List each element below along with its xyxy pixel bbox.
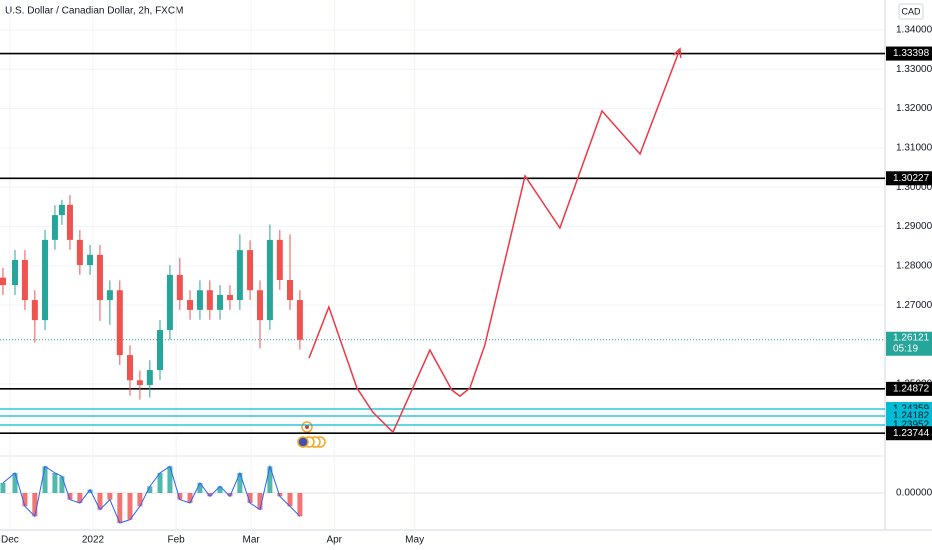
osc-bar	[227, 493, 233, 497]
x-tick-label: Dec	[1, 535, 19, 546]
osc-bar	[117, 493, 123, 523]
osc-bar	[287, 493, 293, 507]
osc-bar	[0, 483, 6, 493]
candle-body	[157, 329, 164, 371]
osc-bar	[187, 493, 193, 503]
osc-bar	[12, 473, 18, 493]
candle-body	[76, 239, 83, 266]
candle-body	[196, 290, 203, 310]
level-label: 1.33398	[893, 48, 930, 59]
candle-body	[256, 290, 263, 321]
candle-body	[126, 355, 133, 381]
osc-bar	[22, 493, 28, 507]
osc-bar	[42, 466, 48, 493]
osc-bar	[217, 486, 223, 493]
osc-bar	[207, 493, 213, 497]
osc-bar	[97, 493, 103, 510]
level-label-box	[886, 381, 932, 396]
candle-body	[136, 380, 143, 385]
osc-bar	[157, 473, 163, 493]
candle-body	[42, 239, 49, 321]
osc-bar	[267, 466, 273, 493]
y-tick-label: 1.34000	[896, 25, 932, 36]
y-tick-label: 1.28000	[896, 260, 932, 271]
osc-bar	[167, 466, 173, 493]
y-tick-label: 1.30000	[896, 182, 932, 193]
level-label: 1.23744	[893, 428, 930, 439]
osc-bar	[297, 493, 303, 517]
y-tick-label: 1.33000	[896, 64, 932, 75]
level-label-box	[886, 171, 932, 186]
candle-body	[236, 250, 243, 301]
projection-arrowhead	[672, 47, 682, 58]
candle-body	[217, 294, 224, 310]
osc-bar	[77, 493, 83, 503]
last-price-box	[886, 331, 932, 356]
countdown-label: 05:19	[893, 343, 918, 354]
osc-bar	[277, 493, 283, 497]
x-tick-label: 2022	[82, 535, 105, 546]
candle-body	[116, 290, 123, 356]
osc-bar	[137, 493, 143, 507]
candle-body	[226, 294, 233, 301]
candle-body	[21, 259, 28, 301]
osc-tick-label: 0.00000	[896, 488, 932, 499]
chart-title: U.S. Dollar / Canadian Dollar, 2h, FXCM	[5, 6, 183, 17]
last-price-label: 1.26121	[893, 332, 930, 343]
osc-bar	[107, 493, 113, 500]
osc-bar	[147, 486, 153, 493]
candle-body	[66, 204, 73, 240]
candle-body	[247, 250, 254, 291]
y-tick-label: 1.31000	[896, 143, 932, 154]
osc-bar	[87, 489, 93, 493]
y-tick-label: 1.27000	[896, 300, 932, 311]
candle-body	[166, 274, 173, 330]
x-tick-label: Feb	[167, 535, 185, 546]
candle-body	[146, 370, 153, 385]
candle-body	[51, 215, 58, 240]
candle-body	[296, 300, 303, 340]
currency-box[interactable]	[898, 3, 924, 20]
x-tick-label: Apr	[326, 535, 342, 546]
osc-bar	[127, 493, 133, 520]
candle-body	[276, 239, 283, 280]
y-tick-label: 1.32000	[896, 103, 932, 114]
osc-bar	[52, 473, 58, 493]
osc-bar	[67, 493, 73, 500]
projection-path	[308, 48, 681, 434]
candle-body	[31, 300, 38, 321]
osc-bar	[32, 493, 38, 517]
candle-body	[106, 290, 113, 301]
currency-label[interactable]: CAD	[901, 6, 921, 16]
candle-body	[58, 204, 65, 216]
level-label: 1.30227	[893, 173, 930, 184]
candle-body	[187, 300, 194, 310]
osc-bar	[257, 493, 263, 510]
osc-bar	[197, 483, 203, 493]
level-label-box	[886, 426, 932, 441]
candle-body	[0, 277, 6, 286]
candle-body	[286, 280, 293, 301]
osc-line	[2, 464, 301, 524]
candle-body	[266, 239, 273, 321]
y-tick-label: 1.29000	[896, 221, 932, 232]
osc-bar	[177, 493, 183, 500]
osc-bar	[247, 493, 253, 503]
candle-body	[176, 274, 183, 301]
x-tick-label: May	[405, 535, 424, 546]
level-label: 1.24182	[893, 411, 930, 422]
level-label: 1.24872	[893, 383, 930, 394]
candle-body	[87, 254, 94, 266]
candle-body	[96, 254, 103, 301]
x-tick-label: Mar	[243, 535, 261, 546]
osc-bar	[237, 473, 243, 493]
level-label: 1.23952	[893, 420, 930, 431]
candle-body	[12, 259, 19, 286]
osc-bar	[59, 476, 65, 493]
level-label-box	[886, 46, 932, 61]
candle-body	[206, 290, 213, 310]
